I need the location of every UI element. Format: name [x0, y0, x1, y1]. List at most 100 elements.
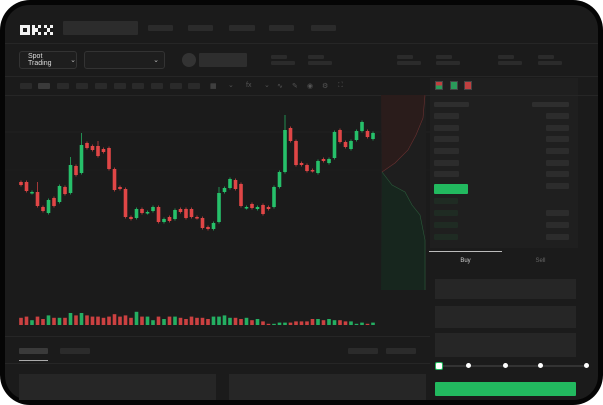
- candle: [173, 210, 177, 219]
- depth-bids-line: [381, 171, 426, 290]
- candle: [162, 219, 166, 222]
- nav-item[interactable]: [229, 25, 255, 31]
- pair-dropdown[interactable]: ⌄: [84, 51, 165, 69]
- volume-bar: [283, 322, 287, 325]
- stat-label: [271, 55, 287, 59]
- orderbook-both-icon[interactable]: [435, 81, 443, 90]
- chevron-down-icon: ⌄: [70, 57, 76, 64]
- slider-handle[interactable]: [435, 362, 443, 370]
- timeframe-button[interactable]: [188, 83, 200, 89]
- slider-stop[interactable]: [503, 363, 508, 368]
- nav-item[interactable]: [188, 25, 213, 31]
- filter-button[interactable]: [386, 348, 416, 354]
- timeframe-button[interactable]: [132, 83, 144, 89]
- volume-bar: [101, 317, 106, 325]
- volume-bar: [222, 315, 227, 325]
- timeframe-button[interactable]: [38, 83, 50, 89]
- search-bar[interactable]: [63, 21, 138, 35]
- slider-stop[interactable]: [584, 363, 589, 368]
- chevron-down-icon[interactable]: ⌄: [228, 82, 234, 89]
- timeframe-button[interactable]: [57, 83, 69, 89]
- candle: [90, 146, 95, 150]
- volume-bar: [24, 316, 29, 325]
- ruler-icon[interactable]: ✎: [292, 83, 298, 90]
- okx-logo[interactable]: [20, 22, 58, 40]
- candle: [277, 172, 282, 187]
- candle: [354, 131, 359, 140]
- volume-bar: [68, 313, 73, 325]
- indicator-icon[interactable]: fx: [246, 82, 252, 89]
- candlestick-chart[interactable]: [0, 0, 603, 340]
- volume-bar: [371, 322, 375, 325]
- candle: [321, 159, 326, 161]
- candle: [129, 217, 133, 219]
- candle: [283, 130, 287, 172]
- candle: [46, 200, 51, 213]
- candle: [244, 207, 249, 209]
- fullscreen-icon[interactable]: ⛶: [338, 82, 343, 89]
- market-type-label: Spot Trading: [28, 53, 52, 67]
- nav-item[interactable]: [269, 25, 294, 31]
- nav-item[interactable]: [311, 25, 336, 31]
- ask-row-price: [434, 113, 459, 119]
- volume-bar: [244, 317, 249, 325]
- orderbook-header-price: [434, 102, 469, 107]
- toolbar-divider: [5, 95, 430, 96]
- slider-stop[interactable]: [466, 363, 471, 368]
- candle: [266, 207, 271, 209]
- candle: [222, 188, 227, 192]
- orderbook-buy-icon[interactable]: [450, 81, 458, 90]
- orderbook-sell-icon[interactable]: [464, 81, 472, 90]
- amount-slider[interactable]: [438, 365, 588, 367]
- stat-label: [397, 55, 413, 59]
- tab-underline: [429, 251, 502, 252]
- volume-bar: [46, 315, 51, 325]
- candle: [228, 179, 232, 188]
- amount-input[interactable]: [435, 306, 576, 328]
- tab-sell[interactable]: Sell: [535, 258, 546, 264]
- candle: [178, 209, 183, 212]
- stat-label: [538, 55, 554, 59]
- timeframe-button[interactable]: [151, 83, 163, 89]
- candle: [217, 193, 221, 222]
- ask-row-price: [434, 125, 459, 131]
- settings-icon[interactable]: ⚙: [322, 83, 329, 90]
- filter-button[interactable]: [348, 348, 378, 354]
- candle: [57, 186, 62, 202]
- volume-bar: [96, 316, 100, 325]
- candle: [140, 209, 144, 213]
- timeframe-button[interactable]: [95, 83, 107, 89]
- last-price[interactable]: [434, 184, 468, 194]
- candle: [200, 218, 205, 228]
- total-input[interactable]: [435, 333, 576, 357]
- camera-icon[interactable]: ◉: [307, 83, 314, 90]
- volume-bar: [255, 319, 260, 325]
- line-tool-icon[interactable]: ∿: [277, 83, 283, 90]
- stat-value: [397, 61, 421, 65]
- candle: [107, 148, 111, 169]
- order-card: [229, 374, 426, 400]
- candle: [30, 192, 34, 194]
- candle: [151, 207, 155, 211]
- market-type-dropdown[interactable]: Spot Trading ⌄: [19, 51, 77, 69]
- candle: [19, 182, 23, 185]
- volume-bar: [63, 317, 67, 325]
- timeframe-button[interactable]: [114, 83, 126, 89]
- price-input[interactable]: [435, 279, 576, 299]
- tab-open-orders[interactable]: [19, 348, 48, 354]
- tab-order-history[interactable]: [60, 348, 90, 354]
- timeframe-button[interactable]: [170, 83, 182, 89]
- depth-asks-area: [381, 95, 425, 172]
- volume-bar: [35, 316, 40, 325]
- chevron-down-icon[interactable]: ⌄: [264, 82, 270, 89]
- timeframe-button[interactable]: [76, 83, 88, 89]
- candle: [316, 161, 320, 173]
- timeframe-button[interactable]: [20, 83, 32, 89]
- volume-bar: [178, 317, 183, 325]
- candle-type-icon[interactable]: ▦: [210, 83, 217, 90]
- buy-button[interactable]: [435, 382, 576, 396]
- slider-stop[interactable]: [538, 363, 543, 368]
- nav-item[interactable]: [148, 25, 173, 31]
- tab-buy[interactable]: Buy: [460, 258, 471, 264]
- candle: [167, 217, 172, 221]
